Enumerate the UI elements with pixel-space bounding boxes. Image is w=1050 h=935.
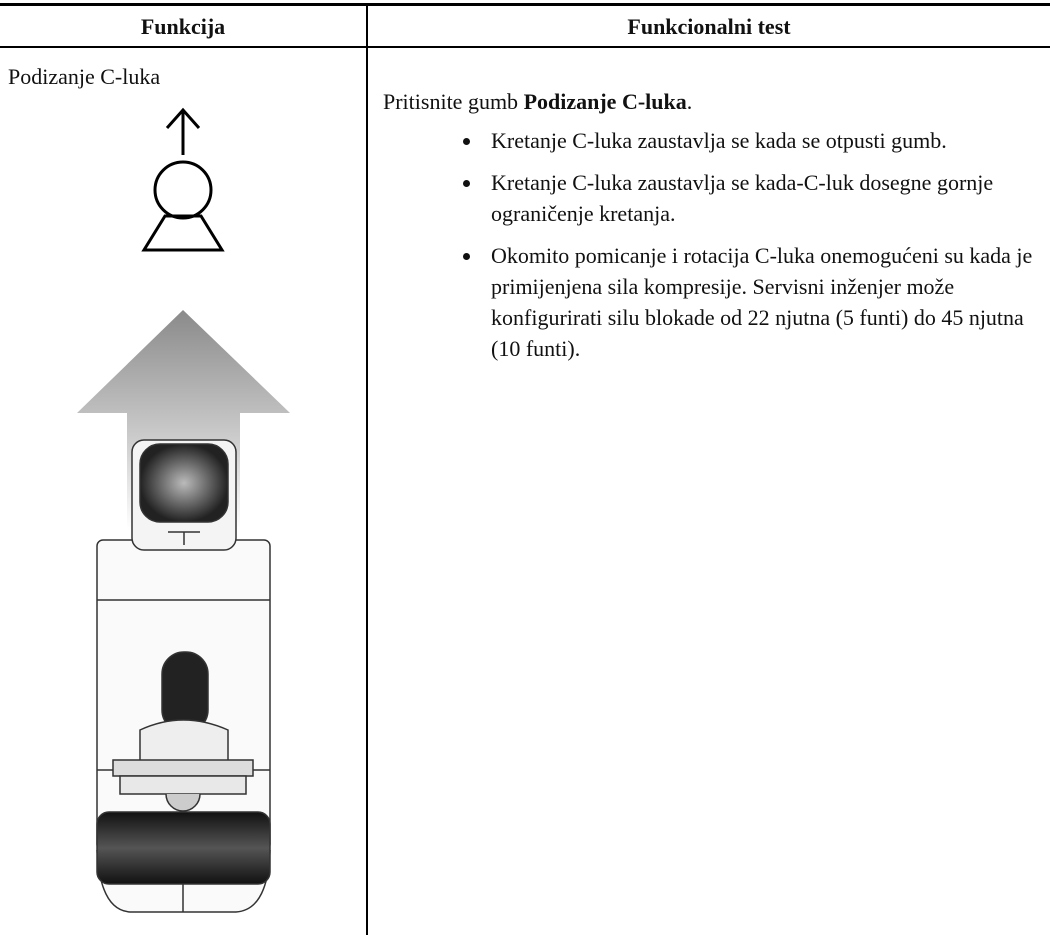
header-cell: Funkcija [140, 14, 226, 39]
rule [0, 3, 1050, 6]
lift-icon [141, 107, 225, 252]
bullet: Kretanje C-luka zaustavlja se kada se ot… [483, 125, 1043, 156]
instruction-text: Pritisnite gumb [383, 89, 519, 114]
header-cell: Funkcionalni test [627, 14, 791, 39]
illustration [77, 107, 290, 913]
bullet: Okomito pomicanje i rotacija C-luka onem… [483, 240, 1043, 364]
bullet: Kretanje C-luka zaustavlja se kada-C-luk… [483, 167, 1043, 229]
instruction-end: . [686, 89, 693, 114]
function-name: Podizanje C-luka [8, 64, 161, 89]
instruction: Pritisnite gumb Podizanje C-luka. [383, 86, 1043, 117]
rule [0, 46, 1050, 48]
bullet-list: Kretanje C-luka zaustavlja se kada se ot… [383, 125, 1043, 364]
device [96, 439, 271, 913]
column-divider [366, 6, 368, 935]
test-description: Pritisnite gumb Podizanje C-luka. Kretan… [383, 86, 1043, 375]
button-name: Podizanje C-luka [523, 89, 687, 114]
